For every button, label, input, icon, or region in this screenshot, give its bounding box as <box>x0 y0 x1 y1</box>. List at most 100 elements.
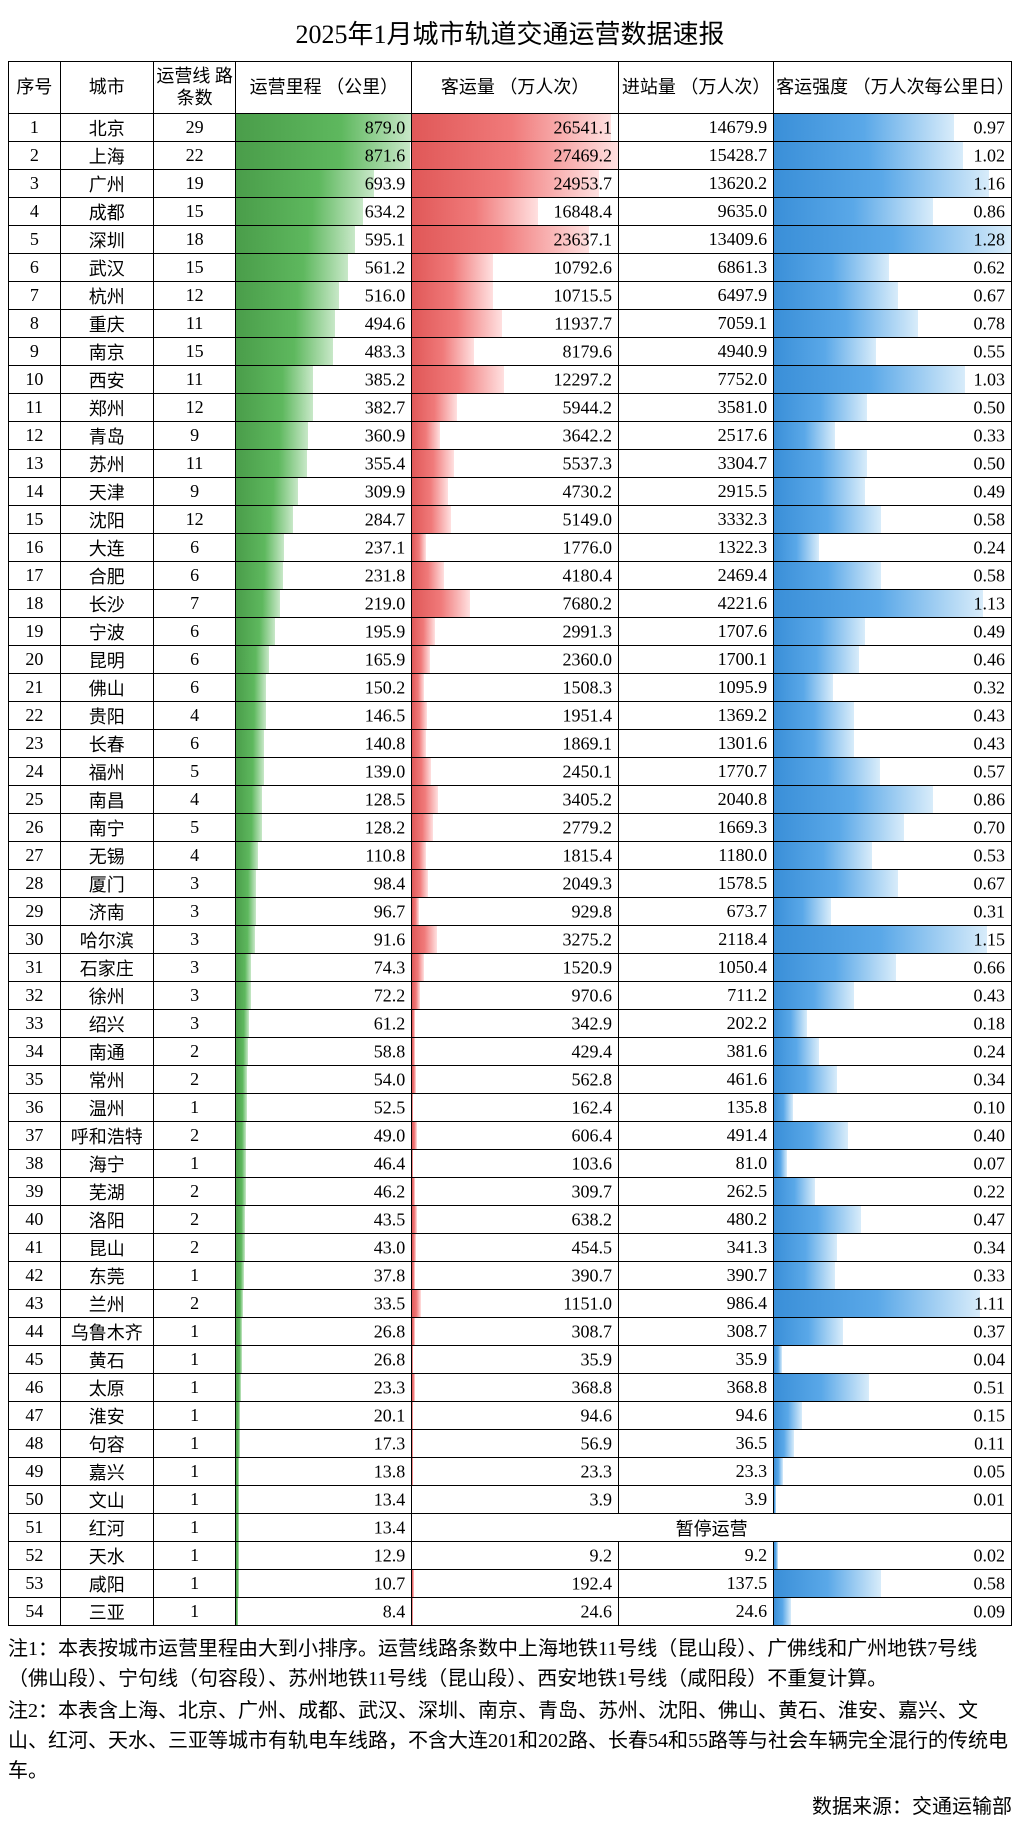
table-row: 2上海22871.627469.215428.71.02 <box>9 142 1012 170</box>
city-cell: 佛山 <box>60 674 153 702</box>
station-cell: 3.9 <box>619 1486 774 1514</box>
idx-cell: 43 <box>9 1290 61 1318</box>
lines-cell: 3 <box>153 898 236 926</box>
idx-cell: 49 <box>9 1458 61 1486</box>
passengers-cell: 4180.4 <box>412 562 619 590</box>
station-cell: 15428.7 <box>619 142 774 170</box>
idx-cell: 30 <box>9 926 61 954</box>
intensity-cell: 1.28 <box>774 226 1012 254</box>
mileage-cell: 128.2 <box>236 814 412 842</box>
lines-cell: 3 <box>153 870 236 898</box>
mileage-cell: 195.9 <box>236 618 412 646</box>
city-cell: 福州 <box>60 758 153 786</box>
col-city-header: 城市 <box>60 62 153 114</box>
mileage-cell: 360.9 <box>236 422 412 450</box>
table-row: 16大连6237.11776.01322.30.24 <box>9 534 1012 562</box>
city-cell: 长沙 <box>60 590 153 618</box>
intensity-cell: 1.16 <box>774 170 1012 198</box>
mileage-cell: 146.5 <box>236 702 412 730</box>
mileage-cell: 98.4 <box>236 870 412 898</box>
col-mileage-header: 运营里程 （公里） <box>236 62 412 114</box>
station-cell: 36.5 <box>619 1430 774 1458</box>
passengers-cell: 2360.0 <box>412 646 619 674</box>
lines-cell: 2 <box>153 1122 236 1150</box>
lines-cell: 1 <box>153 1598 236 1626</box>
station-cell: 1578.5 <box>619 870 774 898</box>
city-cell: 合肥 <box>60 562 153 590</box>
intensity-cell: 0.04 <box>774 1346 1012 1374</box>
passengers-cell: 3.9 <box>412 1486 619 1514</box>
passengers-cell: 9.2 <box>412 1542 619 1570</box>
idx-cell: 8 <box>9 310 61 338</box>
lines-cell: 1 <box>153 1374 236 1402</box>
intensity-cell: 0.34 <box>774 1066 1012 1094</box>
passengers-cell: 929.8 <box>412 898 619 926</box>
passengers-cell: 5537.3 <box>412 450 619 478</box>
idx-cell: 12 <box>9 422 61 450</box>
table-row: 12青岛9360.93642.22517.60.33 <box>9 422 1012 450</box>
city-cell: 苏州 <box>60 450 153 478</box>
lines-cell: 15 <box>153 254 236 282</box>
mileage-cell: 165.9 <box>236 646 412 674</box>
intensity-cell: 0.66 <box>774 954 1012 982</box>
city-cell: 三亚 <box>60 1598 153 1626</box>
station-cell: 135.8 <box>619 1094 774 1122</box>
intensity-cell: 1.02 <box>774 142 1012 170</box>
station-cell: 1050.4 <box>619 954 774 982</box>
data-source: 数据来源：交通运输部 <box>8 1790 1012 1819</box>
col-passengers-header: 客运量 （万人次） <box>412 62 619 114</box>
city-cell: 昆明 <box>60 646 153 674</box>
mileage-cell: 26.8 <box>236 1318 412 1346</box>
mileage-cell: 516.0 <box>236 282 412 310</box>
lines-cell: 11 <box>153 450 236 478</box>
station-cell: 1301.6 <box>619 730 774 758</box>
passengers-cell: 192.4 <box>412 1570 619 1598</box>
intensity-cell: 0.67 <box>774 282 1012 310</box>
intensity-cell: 1.13 <box>774 590 1012 618</box>
idx-cell: 20 <box>9 646 61 674</box>
mileage-cell: 382.7 <box>236 394 412 422</box>
table-row: 44乌鲁木齐126.8308.7308.70.37 <box>9 1318 1012 1346</box>
lines-cell: 1 <box>153 1262 236 1290</box>
idx-cell: 54 <box>9 1598 61 1626</box>
table-row: 43兰州233.51151.0986.41.11 <box>9 1290 1012 1318</box>
station-cell: 2517.6 <box>619 422 774 450</box>
city-cell: 天水 <box>60 1542 153 1570</box>
intensity-cell: 0.57 <box>774 758 1012 786</box>
table-row: 39芜湖246.2309.7262.50.22 <box>9 1178 1012 1206</box>
idx-cell: 1 <box>9 114 61 142</box>
table-row: 23长春6140.81869.11301.60.43 <box>9 730 1012 758</box>
idx-cell: 23 <box>9 730 61 758</box>
col-intensity-header: 客运强度 （万人次每公里日） <box>774 62 1012 114</box>
header-row: 序号 城市 运营线 路条数 运营里程 （公里） 客运量 （万人次） 进站量 （万… <box>9 62 1012 114</box>
idx-cell: 6 <box>9 254 61 282</box>
intensity-cell: 0.43 <box>774 702 1012 730</box>
mileage-cell: 355.4 <box>236 450 412 478</box>
city-cell: 太原 <box>60 1374 153 1402</box>
idx-cell: 25 <box>9 786 61 814</box>
idx-cell: 28 <box>9 870 61 898</box>
idx-cell: 13 <box>9 450 61 478</box>
intensity-cell: 0.47 <box>774 1206 1012 1234</box>
passengers-cell: 1815.4 <box>412 842 619 870</box>
idx-cell: 14 <box>9 478 61 506</box>
intensity-cell: 1.15 <box>774 926 1012 954</box>
idx-cell: 31 <box>9 954 61 982</box>
lines-cell: 5 <box>153 814 236 842</box>
city-cell: 南通 <box>60 1038 153 1066</box>
intensity-cell: 0.31 <box>774 898 1012 926</box>
city-cell: 南昌 <box>60 786 153 814</box>
table-row: 25南昌4128.53405.22040.80.86 <box>9 786 1012 814</box>
mileage-cell: 150.2 <box>236 674 412 702</box>
table-row: 46太原123.3368.8368.80.51 <box>9 1374 1012 1402</box>
idx-cell: 52 <box>9 1542 61 1570</box>
passengers-cell: 342.9 <box>412 1010 619 1038</box>
idx-cell: 7 <box>9 282 61 310</box>
mileage-cell: 110.8 <box>236 842 412 870</box>
lines-cell: 19 <box>153 170 236 198</box>
mileage-cell: 46.4 <box>236 1150 412 1178</box>
lines-cell: 4 <box>153 786 236 814</box>
intensity-cell: 0.50 <box>774 394 1012 422</box>
lines-cell: 3 <box>153 1010 236 1038</box>
lines-cell: 9 <box>153 422 236 450</box>
